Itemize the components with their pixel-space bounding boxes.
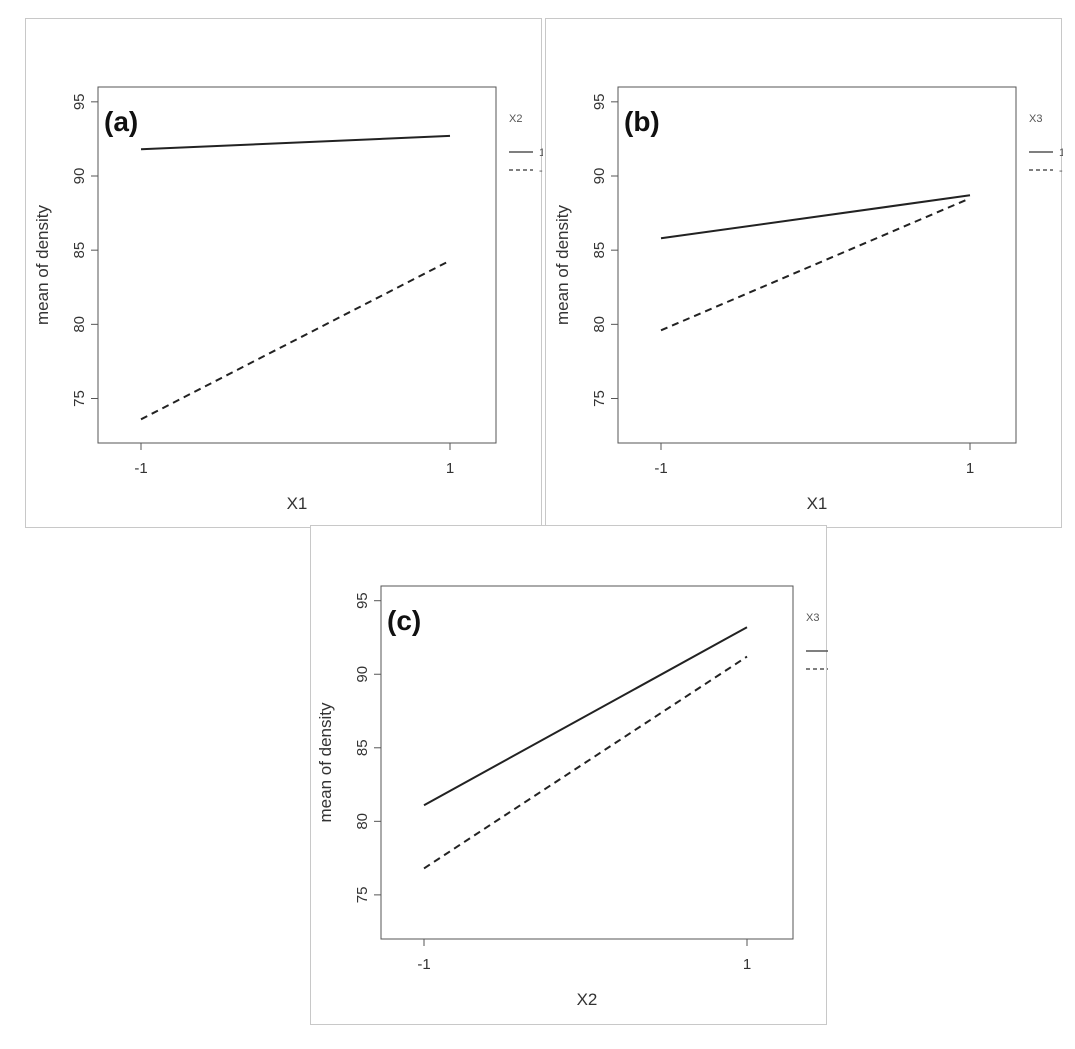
y-tick-label-a-2: 85 <box>71 242 88 259</box>
chart-a-svg: 75 80 85 90 95 -1 1 X1 mean of density (a) X2 1 -1 <box>33 86 543 513</box>
y-tick-label-b-0: 75 <box>591 390 608 407</box>
y-tick-label-a-3: 90 <box>71 168 88 185</box>
legend-label-b-0: 1 <box>1059 147 1063 159</box>
y-tick-label-a-0: 75 <box>71 390 88 407</box>
series-line-c-0 <box>423 626 748 807</box>
plot-area-a <box>97 86 497 444</box>
legend-title-b: X3 <box>1029 113 1042 125</box>
y-tick-label-c-0: 75 <box>354 887 371 904</box>
y-tick-label-c-4: 95 <box>354 592 371 609</box>
panel-tag-b: (b) <box>624 106 660 137</box>
series-line-a-0 <box>140 134 451 151</box>
x-tick-label-c-0: -1 <box>417 956 430 973</box>
series-line-a-1 <box>140 259 451 421</box>
x-tick-label-a-1: 1 <box>446 460 454 477</box>
y-tick-label-c-2: 85 <box>354 739 371 756</box>
plot-area-b <box>617 86 1017 444</box>
series-line-b-1 <box>660 197 971 332</box>
x-axis-label-c: X2 <box>577 990 598 1009</box>
x-tick-label-c-1: 1 <box>743 956 751 973</box>
y-tick-label-c-3: 90 <box>354 666 371 683</box>
chart-panel-b: 75 80 85 90 95 -1 1 X1 mean of density (b) X3 1 -1 <box>545 18 1063 528</box>
x-axis-label-a: X1 <box>287 494 308 513</box>
chart-b-svg: 75 80 85 90 95 -1 1 X1 mean of density (b) X3 1 -1 <box>553 86 1063 513</box>
y-tick-label-a-4: 95 <box>71 93 88 110</box>
y-tick-label-a-1: 80 <box>71 316 88 333</box>
legend-label-b-1: -1 <box>1059 165 1063 177</box>
y-tick-label-b-1: 80 <box>591 316 608 333</box>
panel-tag-a: (a) <box>104 106 138 137</box>
plot-area-c <box>380 585 794 940</box>
legend-label-a-0: 1 <box>539 147 543 159</box>
x-axis-label-b: X1 <box>807 494 828 513</box>
legend-title-a: X2 <box>509 113 522 125</box>
y-tick-label-c-1: 80 <box>354 813 371 830</box>
series-line-c-1 <box>423 655 748 870</box>
panel-tag-c: (c) <box>387 605 421 636</box>
legend-title-c: X3 <box>806 612 819 624</box>
x-tick-label-a-0: -1 <box>134 460 147 477</box>
series-line-b-0 <box>660 194 971 240</box>
y-axis-label-c: mean of density <box>316 702 335 823</box>
x-tick-label-b-0: -1 <box>654 460 667 477</box>
x-tick-label-b-1: 1 <box>966 460 974 477</box>
y-tick-label-b-4: 95 <box>591 93 608 110</box>
y-tick-label-b-2: 85 <box>591 242 608 259</box>
y-axis-label-b: mean of density <box>553 204 572 325</box>
y-axis-label-a: mean of density <box>33 204 52 325</box>
chart-panel-a: 75 80 85 90 95 -1 1 X1 mean of density (a) X2 1 -1 <box>25 18 543 528</box>
legend-label-a-1: -1 <box>539 165 543 177</box>
y-tick-label-b-3: 90 <box>591 168 608 185</box>
